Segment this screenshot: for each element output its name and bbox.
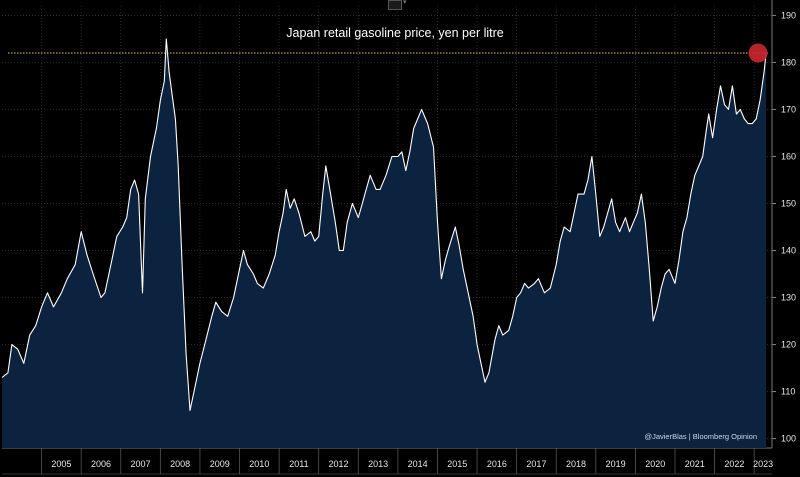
series-area bbox=[2, 38, 767, 449]
y-tick-label: 150 bbox=[781, 198, 796, 208]
chart-title: Japan retail gasoline price, yen per lit… bbox=[286, 26, 504, 40]
x-tick-label: 2020 bbox=[645, 459, 665, 469]
y-tick-label: 160 bbox=[781, 151, 796, 161]
y-tick-label: 170 bbox=[781, 104, 796, 114]
y-tick-label: 100 bbox=[781, 434, 796, 444]
x-tick-label: 2023 bbox=[753, 459, 773, 469]
series-price bbox=[1, 38, 767, 449]
x-tick-label: 2019 bbox=[606, 459, 626, 469]
x-tick-label: 2012 bbox=[328, 459, 348, 469]
chart-credit: @JavierBlas | Bloomberg Opinion bbox=[644, 432, 757, 441]
y-tick-label: 130 bbox=[781, 293, 796, 303]
x-tick-label: 2010 bbox=[249, 459, 269, 469]
x-tick-label: 2013 bbox=[368, 459, 388, 469]
x-tick-label: 2006 bbox=[91, 459, 111, 469]
x-tick-label: 2011 bbox=[289, 459, 308, 469]
x-tick-label: 2014 bbox=[408, 459, 428, 469]
y-tick-label: 120 bbox=[781, 340, 796, 350]
x-tick-label: 2015 bbox=[447, 459, 467, 469]
chevron-down-icon[interactable]: ▾ bbox=[403, 0, 407, 6]
y-tick-label: 140 bbox=[781, 246, 796, 256]
y-tick-label: 190 bbox=[781, 10, 796, 20]
x-tick-label: 2017 bbox=[526, 459, 546, 469]
x-tick-label: 2021 bbox=[685, 459, 705, 469]
reference-line-layer bbox=[8, 43, 768, 63]
y-tick-label: 180 bbox=[781, 57, 796, 67]
line-chart-icon[interactable] bbox=[388, 0, 402, 10]
x-tick-label: 2018 bbox=[566, 459, 586, 469]
y-tick-label: 110 bbox=[781, 387, 795, 397]
x-tick-label: 2008 bbox=[170, 459, 190, 469]
x-tick-label: 2005 bbox=[51, 459, 71, 469]
x-tick-label: 2009 bbox=[210, 459, 230, 469]
x-tick-label: 2022 bbox=[724, 459, 744, 469]
x-tick-label: 2007 bbox=[131, 459, 151, 469]
highlight-marker bbox=[748, 43, 768, 63]
series-line bbox=[1, 38, 767, 411]
x-tick-label: 2016 bbox=[487, 459, 507, 469]
